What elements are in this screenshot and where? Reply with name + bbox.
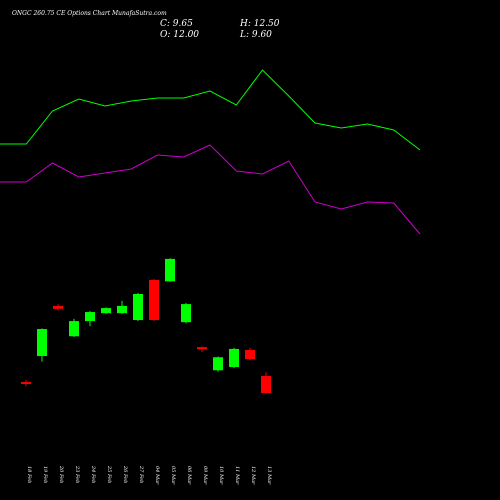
x-tick-label: 23 Feb — [74, 465, 80, 483]
candle-body — [101, 308, 111, 314]
chart-title: ONGC 260.75 CE Options Chart MunafaSutra… — [12, 10, 167, 17]
candle-body — [149, 279, 159, 321]
x-tick-label: 06 Mar — [186, 466, 192, 485]
candle-body — [261, 376, 271, 394]
candle-body — [53, 305, 63, 309]
candle-body — [165, 258, 175, 282]
x-tick-label: 20 Feb — [58, 465, 64, 483]
candle-body — [69, 321, 79, 337]
candle-body — [37, 329, 47, 357]
x-tick-label: 12 Mar — [250, 466, 256, 485]
candle-body — [117, 305, 127, 314]
x-tick-label: 05 Mar — [170, 466, 176, 485]
indicator-line — [0, 144, 421, 235]
x-tick-label: 13 Mar — [266, 466, 272, 485]
close-label: C: 9.65 — [160, 19, 193, 29]
x-tick-label: 27 Feb — [138, 465, 144, 483]
x-tick-label: 24 Feb — [90, 465, 96, 483]
candle-body — [85, 312, 95, 322]
candle-body — [245, 350, 255, 360]
x-tick-label: 19 Feb — [42, 466, 48, 483]
indicator-line — [0, 69, 421, 151]
x-tick-label: 26 Feb — [122, 465, 128, 483]
x-tick-label: 18 Feb — [26, 466, 32, 483]
low-label: L: 9.60 — [239, 30, 272, 40]
high-label: H: 12.50 — [239, 19, 280, 29]
x-tick-label: 09 Mar — [202, 466, 208, 485]
candle-body — [197, 347, 207, 350]
candle-body — [229, 348, 239, 368]
x-tick-label: 11 Mar — [234, 466, 240, 485]
candle-body — [181, 304, 191, 323]
open-label: O: 12.00 — [160, 30, 199, 40]
candle-body — [213, 357, 223, 371]
x-tick-label: 04 Mar — [154, 466, 160, 485]
x-tick-label: 10 Mar — [218, 466, 224, 485]
candle-body — [133, 293, 143, 321]
candle-body — [21, 382, 31, 384]
x-tick-label: 25 Feb — [106, 465, 112, 483]
